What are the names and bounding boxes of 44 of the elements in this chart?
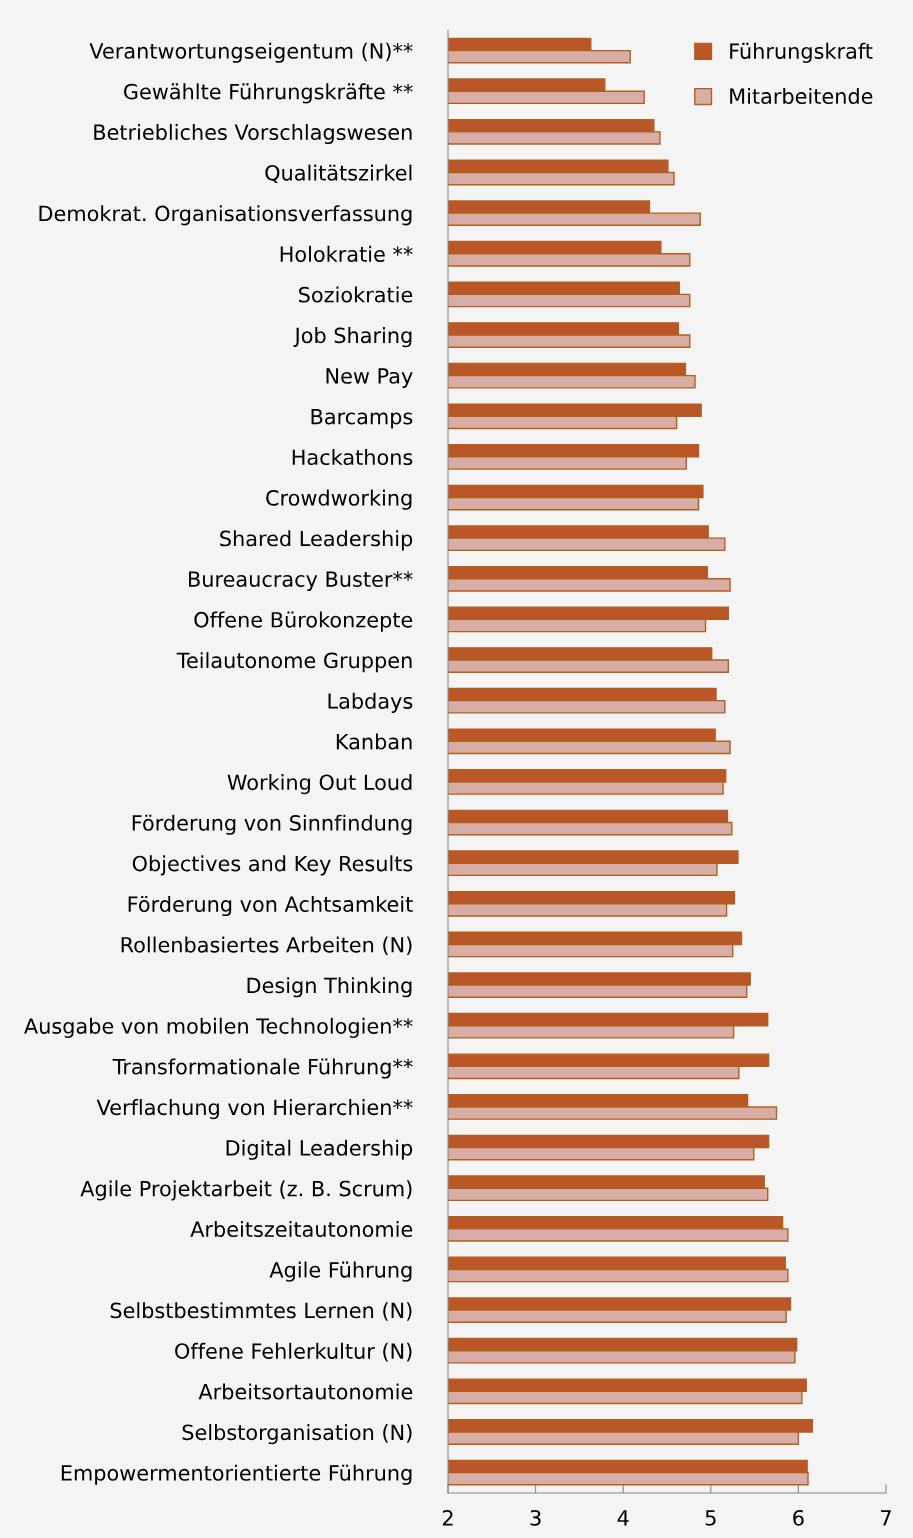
y-tick-label: Empowermentorientierte Führung xyxy=(61,1464,412,1485)
y-tick-label: Hackathons xyxy=(292,448,413,466)
y-tick-label: Crowdworking xyxy=(266,489,412,510)
y-tick-label: Qualitätszirkel xyxy=(265,164,412,184)
y-tick-label: Selbstorganisation (N) xyxy=(182,1424,412,1445)
legend-label: Führungskraft xyxy=(730,42,873,63)
y-tick-label: Demokrat. Organisationsverfassung xyxy=(39,205,412,226)
y-tick-label: Barcamps xyxy=(311,409,413,429)
y-tick-label: Offene Fehlerkultur (N) xyxy=(175,1342,412,1362)
y-tick-label: Gewählte Führungskräfte ** xyxy=(123,83,413,104)
y-tick-label: Förderung von Sinnfindung xyxy=(132,814,412,835)
y-tick-label: Transformationale Führung** xyxy=(112,1058,413,1079)
y-tick-label: Job Sharing xyxy=(293,327,412,348)
y-tick-label: Förderung von Achtsamkeit xyxy=(128,895,413,917)
y-tick-label: Labdays xyxy=(328,692,413,713)
y-tick-label: Agile Projektarbeit (z. B. Scrum) xyxy=(80,1180,412,1201)
x-tick-label: 3 xyxy=(530,1509,541,1526)
legend-label: Mitarbeitende xyxy=(730,87,873,105)
y-tick-label: Objectives and Key Results xyxy=(132,855,413,876)
x-tick-label: 7 xyxy=(881,1510,891,1526)
y-tick-label: Holokratie ** xyxy=(280,245,413,262)
y-tick-label: Soziokratie xyxy=(299,286,413,303)
y-tick-label: Betriebliches Vorschlagswesen xyxy=(94,123,412,145)
y-tick-label: Design Thinking xyxy=(247,977,412,998)
y-tick-label: Teilautonome Gruppen xyxy=(176,652,412,673)
y-tick-label: Selbstbestimmtes Lernen (N) xyxy=(110,1302,412,1321)
y-tick-label: Digital Leadership xyxy=(226,1139,413,1160)
y-tick-label: Arbeitsortautonomie xyxy=(198,1383,413,1400)
y-tick-label: Rollenbasiertes Arbeiten (N) xyxy=(121,936,412,956)
y-tick-label: Verantwortungseigentum (N)** xyxy=(89,42,413,63)
y-tick-label: Verflachung von Hierarchien** xyxy=(96,1099,413,1120)
y-tick-label: Offene Bürokonzepte xyxy=(194,611,413,632)
y-tick-label: Shared Leadership xyxy=(220,530,413,551)
x-tick-label: 5 xyxy=(705,1510,716,1526)
x-tick-label: 2 xyxy=(442,1509,453,1526)
x-tick-label: 4 xyxy=(617,1510,629,1526)
y-tick-label: Kanban xyxy=(336,733,412,750)
y-tick-label: Agile Führung xyxy=(269,1261,412,1282)
y-tick-label: Ausgabe von mobilen Technologien** xyxy=(24,1017,413,1038)
y-tick-label: Arbeitszeitautonomie xyxy=(190,1220,413,1238)
y-tick-label: New Pay xyxy=(326,368,413,388)
y-tick-label: Working Out Loud xyxy=(227,774,412,795)
x-tick-label: 6 xyxy=(793,1509,804,1526)
y-tick-label: Bureaucracy Buster** xyxy=(189,571,413,592)
